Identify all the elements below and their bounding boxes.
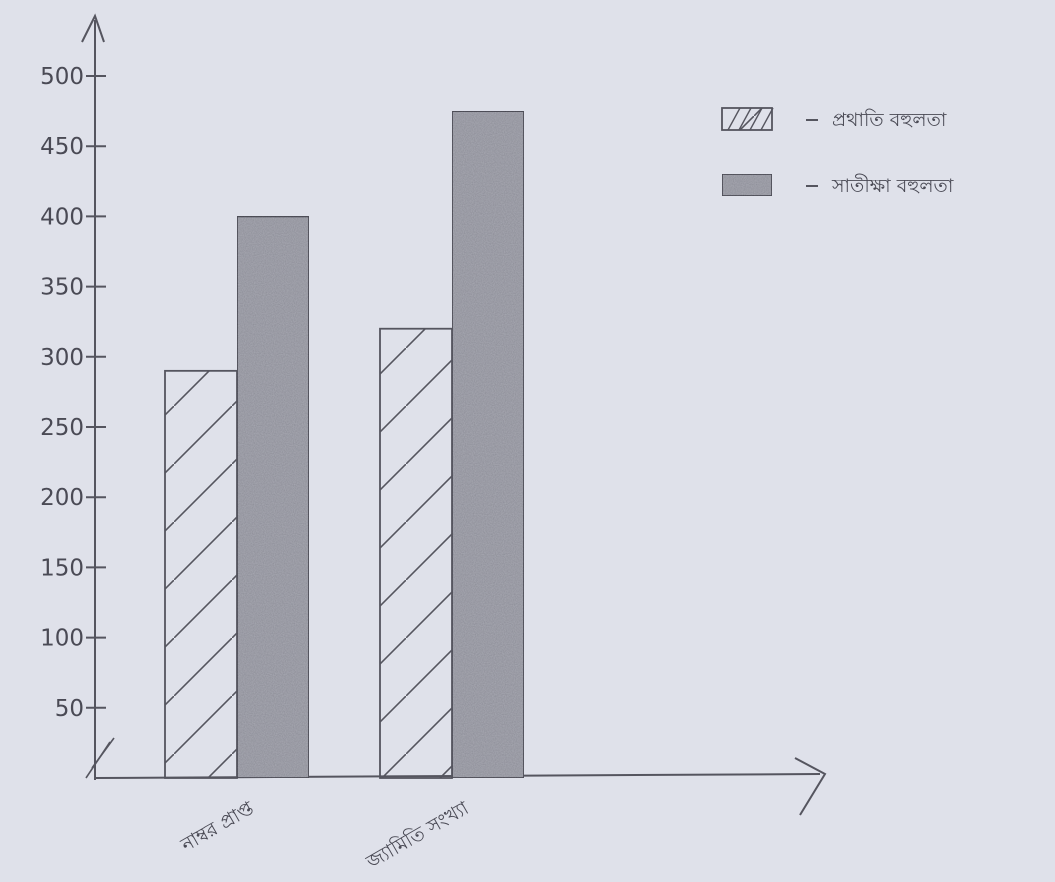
- category-labels: নাম্বর প্রাপ্ত জ্যামিতি সংখ্যা: [176, 797, 472, 874]
- bar-shaded-2: [451, 110, 525, 779]
- legend-label: প্রথাতি বহুলতা: [832, 109, 947, 131]
- axis-break-mark: [91, 737, 115, 769]
- y-tick-label: 400: [40, 204, 84, 230]
- y-axis: 50 100 150 200 250 300 350 400 450 500: [40, 13, 106, 780]
- y-tick-label: 150: [40, 555, 84, 581]
- y-tick-label: 50: [55, 696, 84, 722]
- x-axis-arrow: [794, 757, 827, 816]
- y-tick-label: 100: [40, 626, 84, 652]
- bars: [164, 110, 525, 779]
- bar-hatched-2: [379, 327, 453, 779]
- bar-shaded-1: [236, 215, 310, 779]
- y-tick-label: 200: [40, 485, 84, 511]
- legend: প্রথাতি বহুলতা সাতীক্ষা বহুলতা: [721, 107, 954, 197]
- y-ticks: 50 100 150 200 250 300 350 400 450 500: [40, 64, 106, 722]
- y-tick-label: 450: [40, 134, 84, 160]
- legend-hatch-line: [749, 107, 763, 131]
- legend-hatch-line: [727, 107, 741, 131]
- y-tick-label: 250: [40, 415, 84, 441]
- legend-hatch-line: [738, 107, 752, 131]
- category-label: নাম্বর প্রাপ্ত: [176, 797, 257, 857]
- bar-hatched-1: [164, 369, 238, 779]
- legend-label: সাতীক্ষা বহুলতা: [831, 174, 954, 197]
- legend-hatch-line: [760, 107, 774, 131]
- y-tick-label: 350: [40, 275, 84, 301]
- category-label: জ্যামিতি সংখ্যা: [362, 797, 473, 874]
- legend-swatch: [721, 173, 773, 197]
- y-tick-label: 500: [40, 64, 84, 90]
- y-tick-label: 300: [40, 345, 84, 371]
- y-axis-arrow: [81, 13, 105, 43]
